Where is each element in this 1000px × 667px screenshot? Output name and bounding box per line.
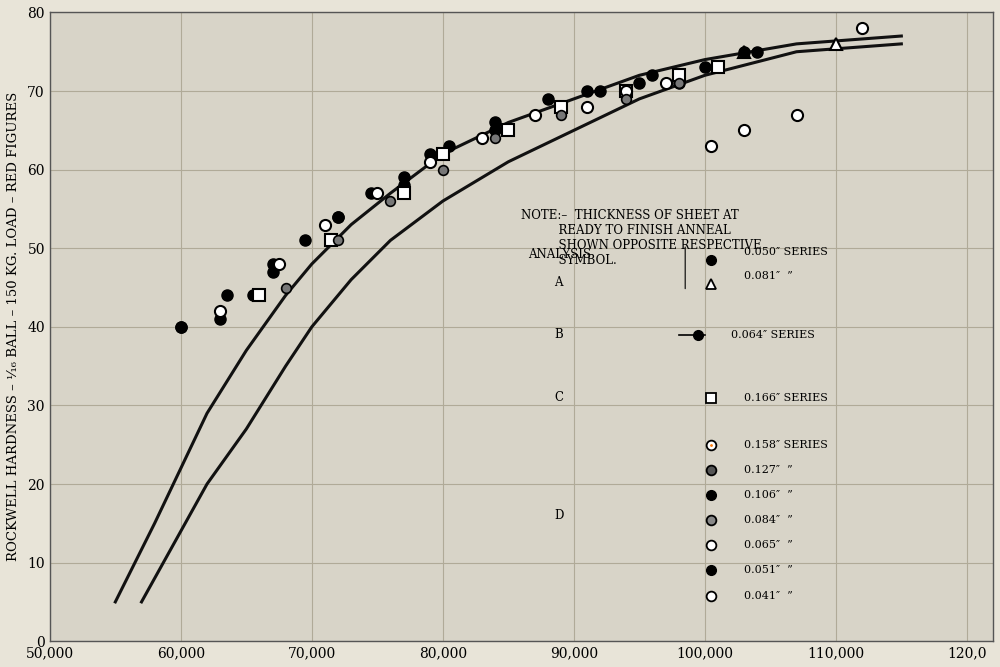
- Text: 0.064″ SERIES: 0.064″ SERIES: [731, 329, 815, 340]
- Text: 0.051″  ”: 0.051″ ”: [744, 566, 793, 576]
- Text: B: B: [554, 328, 563, 342]
- Text: 0.084″  ”: 0.084″ ”: [744, 515, 793, 525]
- Text: 0.127″  ”: 0.127″ ”: [744, 465, 793, 475]
- Text: 0.065″  ”: 0.065″ ”: [744, 540, 793, 550]
- Text: 0.106″  ”: 0.106″ ”: [744, 490, 793, 500]
- Text: D: D: [554, 509, 564, 522]
- Text: 0.081″  ”: 0.081″ ”: [744, 271, 793, 281]
- Text: 0.050″ SERIES: 0.050″ SERIES: [744, 247, 828, 257]
- Text: ANALYSIS: ANALYSIS: [528, 248, 591, 261]
- Text: 0.158″ SERIES: 0.158″ SERIES: [744, 440, 828, 450]
- Text: 0.041″  ”: 0.041″ ”: [744, 590, 793, 600]
- Text: A: A: [554, 275, 563, 289]
- Text: 0.166″ SERIES: 0.166″ SERIES: [744, 393, 828, 403]
- Text: C: C: [554, 391, 563, 404]
- Y-axis label: ROCKWELL HARDNESS – ¹⁄₁₆ BALL – 150 KG. LOAD – RED FIGURES: ROCKWELL HARDNESS – ¹⁄₁₆ BALL – 150 KG. …: [7, 92, 20, 562]
- Text: NOTE:–  THICKNESS OF SHEET AT
          READY TO FINISH ANNEAL
          SHOWN O: NOTE:– THICKNESS OF SHEET AT READY TO FI…: [521, 209, 762, 267]
